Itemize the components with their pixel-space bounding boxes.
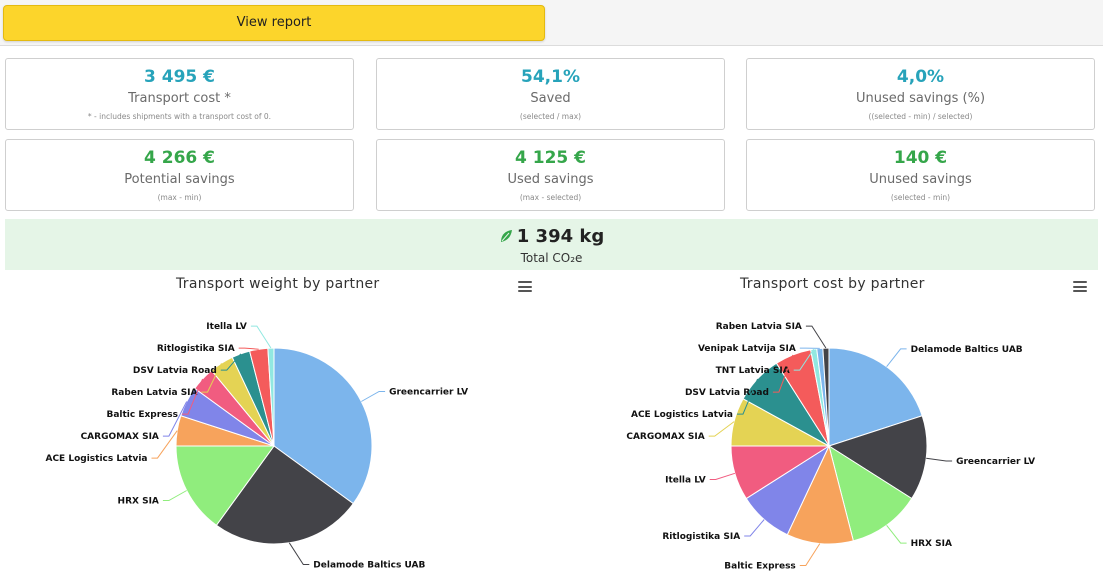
connector-raben-latvia-sia	[805, 325, 827, 349]
kpi-note: (max - min)	[157, 193, 202, 202]
kpi-value: 4 266 €	[144, 148, 215, 168]
chart-title-weight: Transport weight by partner	[176, 276, 380, 292]
slice-label-hrx-sia: HRX SIA	[911, 539, 952, 549]
connector-greencarrier-lv	[926, 457, 953, 462]
slice-label-cargomax-sia: CARGOMAX SIA	[626, 432, 704, 442]
kpi-label: Transport cost *	[128, 91, 231, 106]
kpi-label: Unused savings	[869, 172, 972, 187]
kpi-card-used-savings: 4 125 € Used savings (max - selected)	[376, 139, 725, 211]
kpi-label: Potential savings	[124, 172, 235, 187]
kpi-note: (max - selected)	[519, 193, 582, 202]
connector-cargomax-sia	[708, 421, 735, 437]
slice-label-cargomax-sia: CARGOMAX SIA	[81, 432, 159, 442]
slice-label-baltic-express: Baltic Express	[724, 562, 796, 572]
view-report-button[interactable]: View report	[3, 5, 545, 41]
kpi-note: ((selected - min) / selected)	[868, 112, 973, 121]
slice-label-raben-latvia-sia: Raben Latvia SIA	[716, 322, 802, 332]
slice-label-delamode-baltics-uab: Delamode Baltics UAB	[911, 345, 1023, 355]
slice-label-ritlogistika-sia: Ritlogistika SIA	[662, 532, 740, 542]
slice-label-baltic-express: Baltic Express	[106, 410, 178, 420]
connector-delamode-baltics-uab	[886, 348, 907, 368]
kpi-card-transport-cost: 3 495 € Transport cost * * - includes sh…	[5, 58, 354, 130]
slice-label-greencarrier-lv: Greencarrier LV	[956, 457, 1035, 467]
kpi-label: Used savings	[507, 172, 594, 187]
kpi-card-unused-savings: 140 € Unused savings (selected - min)	[746, 139, 1095, 211]
connector-ritlogistika-sia	[238, 347, 259, 350]
pie-slice-delamode-baltics-uab[interactable]	[828, 347, 923, 447]
kpi-note: * - includes shipments with a transport …	[87, 112, 272, 121]
top-toolbar: View report	[0, 0, 1103, 46]
chart-menu-icon[interactable]	[1073, 281, 1087, 292]
pie-slice-raben-latvia-sia[interactable]	[822, 347, 830, 447]
slice-label-ace-logistics-latvia: ACE Logistics Latvia	[631, 410, 733, 420]
kpi-note: (selected - min)	[890, 193, 951, 202]
leaf-icon	[500, 230, 512, 242]
cost-pie-chart: Delamode Baltics UAB Greencarrier LV HRX S…	[626, 322, 1035, 572]
connector-itella-lv	[709, 472, 736, 480]
kpi-value: 140 €	[893, 148, 948, 168]
kpi-card-saved: 54,1% Saved (selected / max)	[376, 58, 725, 130]
slice-label-delamode-baltics-uab: Delamode Baltics UAB	[313, 561, 425, 571]
kpi-value: 4,0%	[896, 67, 945, 87]
kpi-label: Saved	[530, 91, 571, 106]
slice-label-dsv-latvia-road: DSV Latvia Road	[685, 388, 769, 398]
kpi-value: 3 495 €	[144, 67, 215, 87]
kpi-value: 54,1%	[521, 67, 580, 87]
slice-label-itella-lv: Itella LV	[665, 476, 706, 486]
slice-label-raben-latvia-sia: Raben Latvia SIA	[111, 388, 197, 398]
kpi-note: (selected / max)	[519, 112, 582, 121]
connector-ace-logistics-latvia	[737, 378, 759, 415]
connector-baltic-express	[182, 378, 204, 415]
connector-delamode-baltics-uab	[288, 542, 310, 565]
connector-ritlogistika-sia	[744, 519, 765, 537]
weight-pie-chart: Greencarrier LV Delamode Baltics UAB Itell…	[45, 322, 468, 571]
slice-label-hrx-sia: HRX SIA	[118, 497, 159, 507]
kpi-label: Unused savings (%)	[855, 91, 986, 106]
connector-cargomax-sia	[162, 401, 188, 437]
connector-dsv-latvia-road	[772, 354, 794, 393]
connector-hrx-sia	[162, 490, 187, 501]
connector-dsv-latvia-road	[220, 353, 242, 371]
connector-tnt-latvia-sia	[793, 348, 815, 371]
connector-hrx-sia	[886, 524, 907, 544]
connector-baltic-express	[799, 543, 821, 566]
connector-raben-latvia-sia	[201, 363, 222, 393]
pie-slice-greencarrier-lv[interactable]	[273, 347, 373, 505]
slice-label-ritlogistika-sia: Ritlogistika SIA	[157, 344, 235, 354]
co2-label: Total CO₂e	[520, 251, 583, 265]
connector-itella-lv	[250, 325, 272, 349]
slice-label-greencarrier-lv: Greencarrier LV	[389, 388, 468, 398]
slice-label-venipak-latvija-sia: Venipak Latvija SIA	[698, 344, 796, 354]
slice-label-itella-lv: Itella LV	[206, 322, 247, 332]
chart-title-cost: Transport cost by partner	[740, 276, 925, 292]
connector-ace-logistics-latvia	[151, 430, 178, 459]
co2-banner: 1 394 kg Total CO₂e	[5, 219, 1098, 270]
connector-greencarrier-lv	[361, 391, 386, 402]
pie-slice-baltic-express[interactable]	[786, 444, 854, 545]
pie-slice-itella-lv[interactable]	[267, 347, 275, 447]
pie-slice-delamode-baltics-uab[interactable]	[215, 445, 354, 545]
slice-label-tnt-latvia-sia: TNT Latvia SIA	[716, 366, 790, 376]
chart-menu-icon[interactable]	[518, 281, 532, 292]
co2-value-row: 1 394 kg	[5, 226, 1098, 247]
slice-label-ace-logistics-latvia: ACE Logistics Latvia	[45, 454, 147, 464]
kpi-card-unused-savings-percent: 4,0% Unused savings (%) ((selected - min…	[746, 58, 1095, 130]
kpi-value: 4 125 €	[515, 148, 586, 168]
co2-value: 1 394 kg	[516, 226, 605, 247]
slice-label-dsv-latvia-road: DSV Latvia Road	[133, 366, 217, 376]
kpi-card-potential-savings: 4 266 € Potential savings (max - min)	[5, 139, 354, 211]
pie-slice-hrx-sia[interactable]	[828, 444, 913, 542]
pie-slice-greencarrier-lv[interactable]	[827, 415, 928, 500]
